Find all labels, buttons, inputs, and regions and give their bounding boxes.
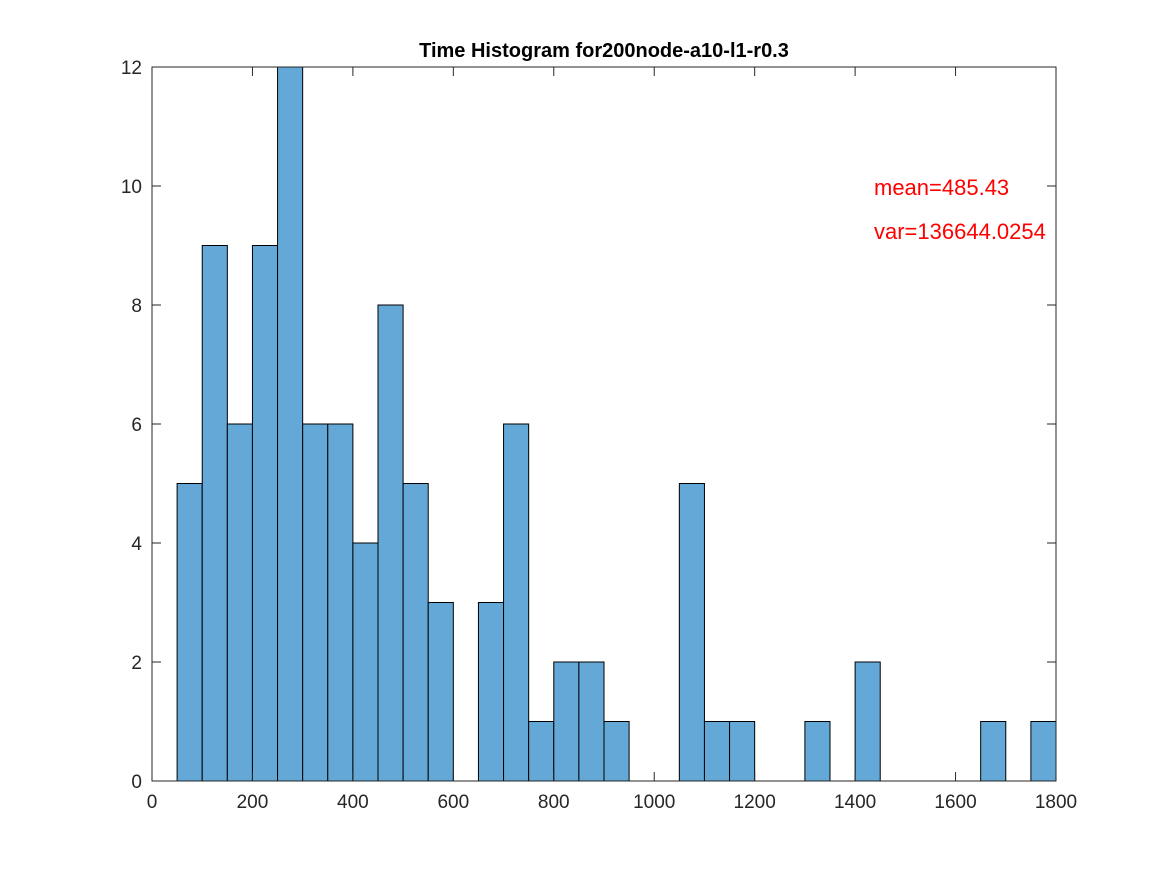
- y-tick-label-4: 4: [131, 534, 142, 555]
- x-tick-label-1000: 1000: [633, 792, 675, 813]
- y-axis-ticks: 0 2 4 6 8 10 12: [121, 58, 1056, 793]
- x-tick-label-400: 400: [337, 792, 369, 813]
- histogram-bar-12: [477, 602, 505, 782]
- mean-annotation: mean=485.43: [874, 175, 1009, 200]
- histogram-bar-32: [980, 721, 1007, 782]
- histogram-bar-13: [503, 423, 530, 782]
- y-tick-label-2: 2: [131, 653, 142, 674]
- histogram-bar-20: [678, 483, 705, 782]
- histogram-bar-14: [528, 721, 555, 782]
- x-tick-label-800: 800: [538, 792, 570, 813]
- histogram-bar-16: [578, 661, 605, 782]
- histogram-bar-2: [226, 423, 253, 782]
- histogram-bar-7: [352, 542, 379, 782]
- histogram-bar-8: [377, 304, 404, 782]
- histogram-bar-0: [176, 483, 203, 782]
- histogram-bars: [176, 66, 1057, 782]
- x-tick-label-1200: 1200: [734, 792, 776, 813]
- y-tick-label-12: 12: [121, 58, 142, 79]
- variance-annotation: var=136644.0254: [874, 219, 1046, 244]
- y-tick-label-6: 6: [131, 415, 142, 436]
- histogram-bar-6: [327, 423, 354, 782]
- x-tick-label-0: 0: [147, 792, 158, 813]
- histogram-bar-9: [402, 483, 429, 782]
- histogram-bar-21: [703, 721, 731, 782]
- x-axis-ticks: 0 200 400 600 800 1000 1200 1400 1600 1800: [147, 67, 1077, 813]
- chart-title: Time Histogram for200node-a10-l1-r0.3: [419, 40, 789, 62]
- histogram-bar-10: [427, 602, 454, 782]
- histogram-bar-3: [251, 245, 279, 782]
- x-tick-label-200: 200: [237, 792, 269, 813]
- histogram-bar-17: [603, 721, 630, 782]
- histogram-bar-22: [729, 721, 756, 782]
- y-tick-label-10: 10: [121, 177, 142, 198]
- histogram-bar-15: [553, 661, 580, 782]
- histogram-bar-1: [201, 245, 228, 782]
- histogram-bar-4: [277, 66, 304, 782]
- histogram-bar-34: [1030, 721, 1057, 782]
- histogram-bar-5: [302, 423, 329, 782]
- y-tick-label-8: 8: [131, 296, 142, 317]
- x-tick-label-600: 600: [437, 792, 469, 813]
- x-tick-label-1400: 1400: [834, 792, 876, 813]
- y-tick-label-0: 0: [131, 772, 142, 793]
- x-tick-label-1600: 1600: [934, 792, 976, 813]
- histogram-bar-27: [854, 661, 881, 782]
- histogram-bar-25: [804, 721, 831, 782]
- x-tick-label-1800: 1800: [1035, 792, 1077, 813]
